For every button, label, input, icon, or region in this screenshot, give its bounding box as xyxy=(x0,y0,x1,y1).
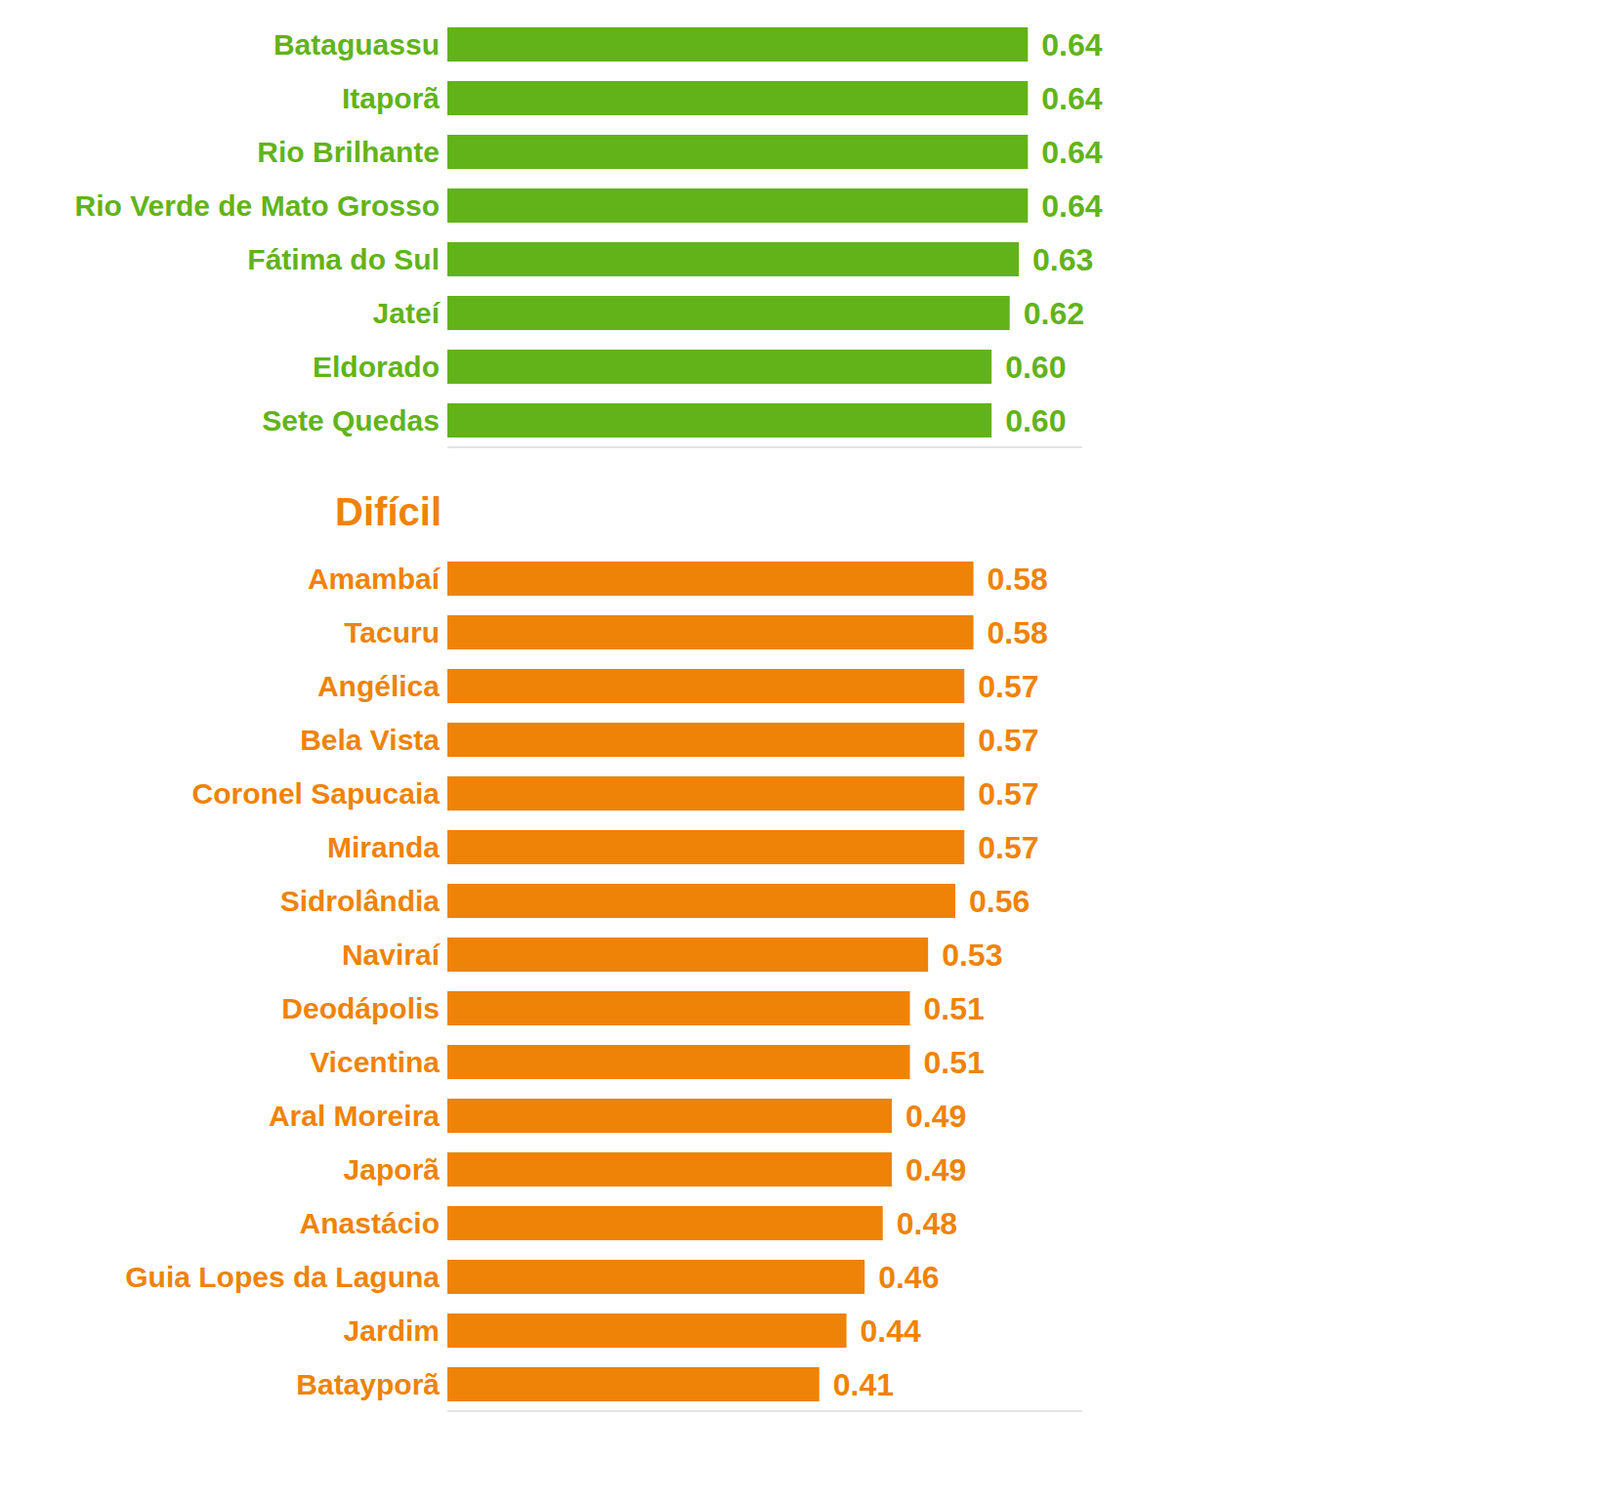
svg-text:0.57: 0.57 xyxy=(977,722,1039,758)
svg-text:Jardim: Jardim xyxy=(343,1314,440,1348)
svg-text:0.51: 0.51 xyxy=(924,991,985,1027)
svg-text:0.60: 0.60 xyxy=(1005,403,1066,439)
svg-text:0.46: 0.46 xyxy=(878,1260,939,1296)
svg-text:0.64: 0.64 xyxy=(1041,81,1102,117)
svg-text:0.41: 0.41 xyxy=(833,1367,894,1403)
svg-text:0.60: 0.60 xyxy=(1005,349,1066,385)
svg-text:Japorã: Japorã xyxy=(343,1153,441,1186)
svg-text:Sidrolândia: Sidrolândia xyxy=(280,884,441,918)
svg-text:Fátima do Sul: Fátima do Sul xyxy=(247,243,440,276)
svg-text:Rio Brilhante: Rio Brilhante xyxy=(256,135,440,169)
svg-text:0.44: 0.44 xyxy=(860,1313,922,1349)
svg-text:0.63: 0.63 xyxy=(1032,242,1094,278)
svg-text:0.58: 0.58 xyxy=(987,561,1049,597)
svg-text:0.62: 0.62 xyxy=(1023,295,1085,332)
svg-text:0.64: 0.64 xyxy=(1041,134,1102,170)
svg-text:Batayporã: Batayporã xyxy=(295,1368,440,1401)
svg-text:Tacuru: Tacuru xyxy=(343,616,440,649)
svg-text:Aral Moreira: Aral Moreira xyxy=(268,1099,440,1133)
svg-text:0.56: 0.56 xyxy=(968,884,1030,920)
svg-text:Bela Vista: Bela Vista xyxy=(299,723,440,757)
svg-text:0.57: 0.57 xyxy=(977,669,1039,705)
svg-text:0.51: 0.51 xyxy=(924,1045,985,1081)
svg-text:Deodápolis: Deodápolis xyxy=(281,992,440,1025)
svg-text:0.53: 0.53 xyxy=(941,937,1003,973)
html-text:Difícil: Difícil xyxy=(335,490,442,534)
svg-text:Itaporã: Itaporã xyxy=(341,82,440,115)
svg-text:Sete Quedas: Sete Quedas xyxy=(261,404,440,437)
svg-text:Naviraí: Naviraí xyxy=(341,938,442,971)
svg-text:0.57: 0.57 xyxy=(977,776,1039,812)
svg-text:Coronel Sapucaia: Coronel Sapucaia xyxy=(192,777,441,810)
svg-text:Rio Verde de Mato Grosso: Rio Verde de Mato Grosso xyxy=(75,189,440,222)
svg-text:Vicentina: Vicentina xyxy=(309,1046,440,1079)
svg-text:Anastácio: Anastácio xyxy=(299,1207,440,1240)
svg-text:Jateí: Jateí xyxy=(373,296,442,330)
svg-text:Bataguassu: Bataguassu xyxy=(273,28,440,61)
svg-text:0.49: 0.49 xyxy=(905,1098,967,1135)
svg-text:Guia Lopes da Laguna: Guia Lopes da Laguna xyxy=(125,1261,440,1294)
svg-text:0.49: 0.49 xyxy=(905,1152,967,1188)
svg-text:0.64: 0.64 xyxy=(1041,27,1102,63)
svg-text:Angélica: Angélica xyxy=(317,670,440,703)
svg-text:0.57: 0.57 xyxy=(977,830,1039,866)
svg-text:Amambaí: Amambaí xyxy=(307,562,442,595)
svg-text:0.48: 0.48 xyxy=(896,1206,958,1242)
svg-text:0.64: 0.64 xyxy=(1041,188,1102,224)
svg-text:Eldorado: Eldorado xyxy=(312,350,440,383)
svg-text:0.58: 0.58 xyxy=(987,615,1049,651)
svg-text:Miranda: Miranda xyxy=(327,831,440,864)
